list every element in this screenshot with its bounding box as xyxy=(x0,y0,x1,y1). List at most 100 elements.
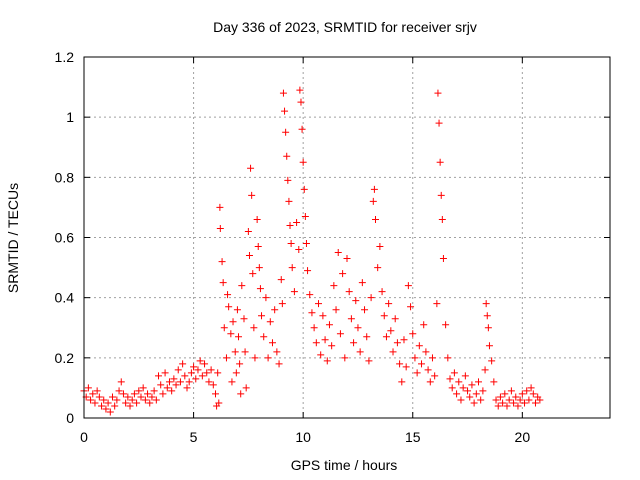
data-point xyxy=(312,339,320,347)
data-point xyxy=(512,393,520,401)
data-point xyxy=(426,378,434,386)
data-point xyxy=(510,399,518,407)
data-point xyxy=(130,390,138,398)
data-point xyxy=(137,393,145,401)
data-point xyxy=(461,372,469,380)
data-point xyxy=(87,396,95,404)
data-point xyxy=(507,387,515,395)
data-point xyxy=(126,402,134,410)
data-point xyxy=(247,164,255,172)
data-point xyxy=(492,396,500,404)
data-point xyxy=(209,381,217,389)
data-point xyxy=(420,321,428,329)
data-point xyxy=(393,339,401,347)
data-point xyxy=(249,270,257,278)
data-point xyxy=(464,387,472,395)
data-point xyxy=(240,315,248,323)
data-point xyxy=(396,360,404,368)
chart-title: Day 336 of 2023, SRMTID for receiver srj… xyxy=(213,19,477,35)
data-point xyxy=(442,321,450,329)
data-point xyxy=(374,264,382,272)
data-point xyxy=(434,89,442,97)
data-point xyxy=(358,279,366,287)
data-point xyxy=(108,393,116,401)
data-point xyxy=(225,303,233,311)
data-point xyxy=(531,399,539,407)
data-point xyxy=(436,158,444,166)
data-point xyxy=(258,312,266,320)
data-point xyxy=(422,348,430,356)
data-point xyxy=(216,203,224,211)
data-point xyxy=(299,158,307,166)
data-point xyxy=(330,282,338,290)
data-point xyxy=(271,306,279,314)
data-point xyxy=(266,318,274,326)
y-tick-label: 1.2 xyxy=(55,49,75,65)
data-point xyxy=(91,399,99,407)
data-point xyxy=(378,288,386,296)
data-point xyxy=(198,372,206,380)
data-point xyxy=(100,396,108,404)
data-point xyxy=(231,348,239,356)
data-point xyxy=(216,224,224,232)
data-point xyxy=(415,342,423,350)
data-point xyxy=(232,369,240,377)
data-point xyxy=(332,306,340,314)
data-point xyxy=(237,390,245,398)
data-point xyxy=(287,240,295,248)
data-point xyxy=(283,152,291,160)
data-point xyxy=(371,215,379,223)
data-point xyxy=(157,381,165,389)
data-point xyxy=(196,357,204,365)
data-point xyxy=(304,267,312,275)
data-point xyxy=(505,396,513,404)
data-point xyxy=(203,369,211,377)
data-point xyxy=(518,390,526,398)
data-point xyxy=(428,354,436,362)
data-point xyxy=(159,390,167,398)
data-point xyxy=(325,321,333,329)
data-point xyxy=(268,339,276,347)
data-point xyxy=(389,348,397,356)
data-point xyxy=(409,330,417,338)
data-point xyxy=(124,393,132,401)
data-point xyxy=(385,300,393,308)
data-point xyxy=(363,333,371,341)
data-point xyxy=(254,243,262,251)
data-point xyxy=(95,393,103,401)
data-point xyxy=(352,297,360,305)
data-point xyxy=(290,288,298,296)
data-point xyxy=(477,396,485,404)
data-point xyxy=(293,218,301,226)
data-point xyxy=(315,300,323,308)
data-point xyxy=(356,348,364,356)
data-point xyxy=(215,399,223,407)
data-point xyxy=(128,396,136,404)
data-point xyxy=(391,315,399,323)
data-point xyxy=(262,294,270,302)
data-point xyxy=(418,360,426,368)
data-point xyxy=(407,303,415,311)
data-point xyxy=(431,372,439,380)
data-point xyxy=(298,125,306,133)
data-point xyxy=(370,185,378,193)
data-point xyxy=(135,387,143,395)
data-point xyxy=(455,378,463,386)
data-point xyxy=(438,215,446,223)
data-point xyxy=(494,402,502,410)
data-point xyxy=(84,384,92,392)
data-point xyxy=(470,399,478,407)
data-point xyxy=(521,399,529,407)
data-point xyxy=(279,89,287,97)
data-point xyxy=(499,399,507,407)
data-point xyxy=(529,390,537,398)
data-point xyxy=(111,402,119,410)
data-point xyxy=(350,339,358,347)
y-tick-label: 0.2 xyxy=(55,350,75,366)
data-point xyxy=(144,390,152,398)
data-point xyxy=(220,324,228,332)
data-point xyxy=(345,288,353,296)
data-point xyxy=(459,384,467,392)
data-point xyxy=(187,369,195,377)
